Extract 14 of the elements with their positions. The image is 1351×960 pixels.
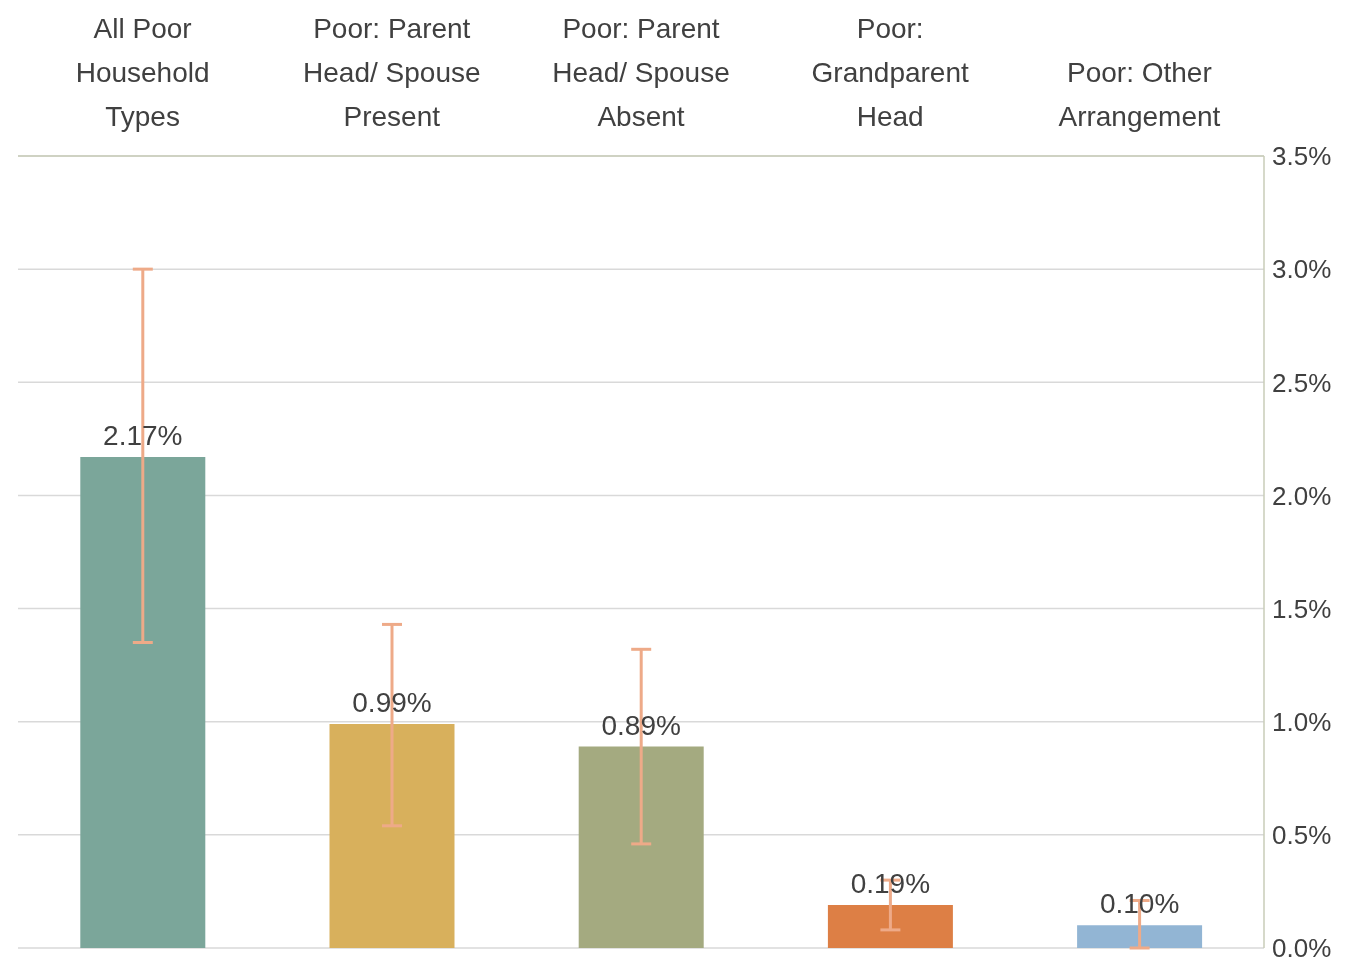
x-tick-label: Poor: Parent Head/ Spouse Absent <box>552 13 730 132</box>
y-tick-label: 3.5% <box>1272 141 1332 172</box>
x-tick-label: All Poor Household Types <box>75 13 210 132</box>
y-tick-label: 0.5% <box>1272 820 1332 851</box>
x-tick-label: Poor: Grandparent Head <box>811 13 970 132</box>
y-tick-label: 1.5% <box>1272 593 1332 624</box>
x-tick-label: Poor: Parent Head/ Spouse Present <box>303 13 481 132</box>
y-tick-label: 2.5% <box>1272 367 1332 398</box>
y-tick-label: 2.0% <box>1272 480 1332 511</box>
y-tick-label: 0.0% <box>1272 933 1332 960</box>
y-tick-label: 1.0% <box>1272 706 1332 737</box>
y-tick-label: 3.0% <box>1272 254 1332 285</box>
x-tick-label: Poor: Other Arrangement <box>1058 57 1221 132</box>
data-label: 0.19% <box>850 868 931 900</box>
